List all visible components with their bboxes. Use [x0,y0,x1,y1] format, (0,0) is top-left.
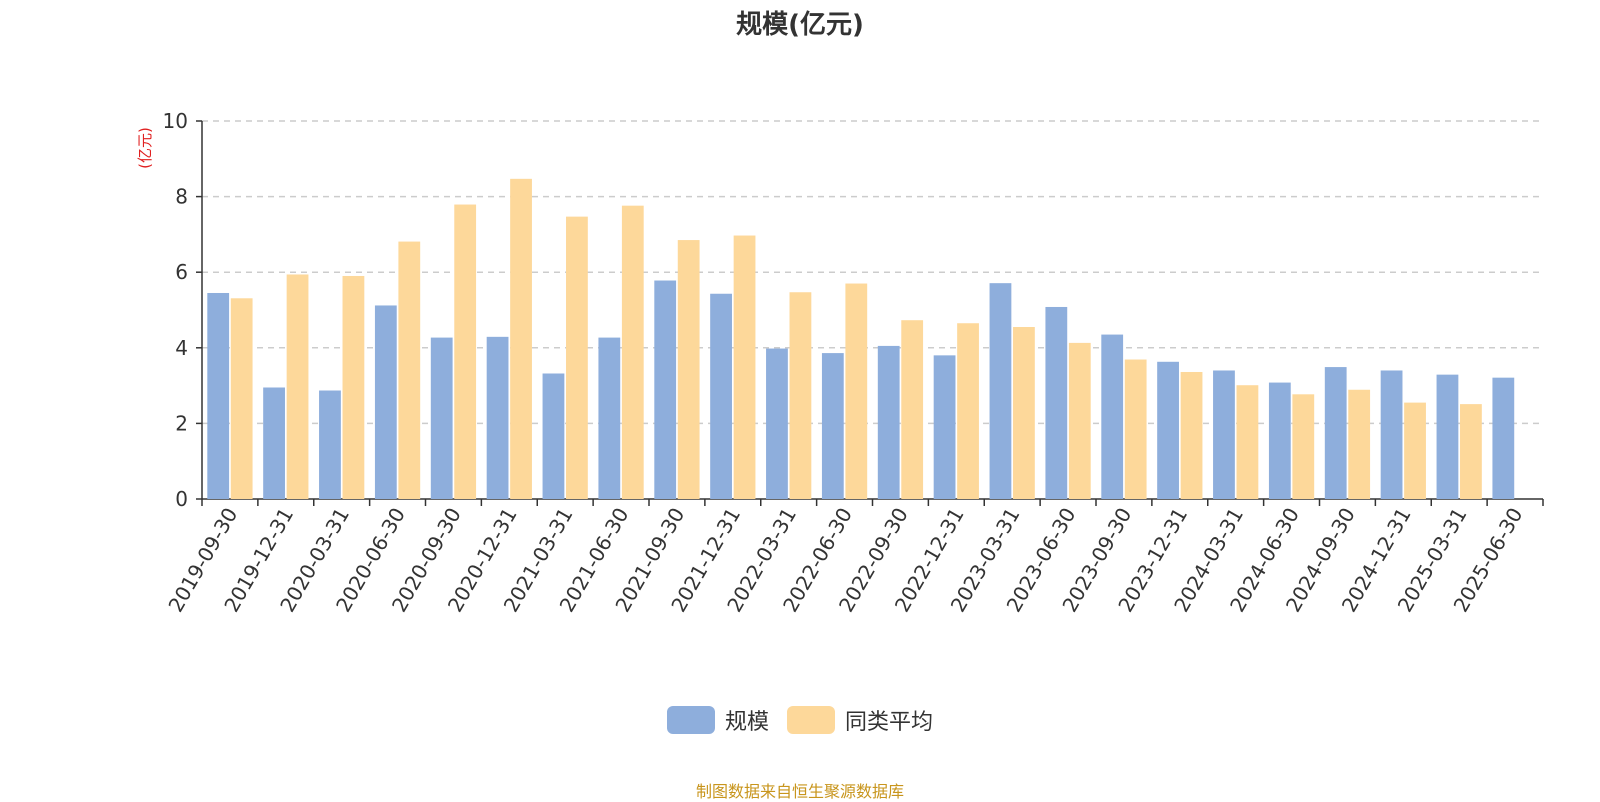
bar-series2 [901,320,924,499]
bar-series2 [1013,327,1035,499]
bar-series1 [1213,370,1235,499]
y-axis-label: (亿元) [136,127,154,169]
legend-label-series1: 规模 [724,710,769,735]
y-tick-label: 2 [175,411,188,435]
y-tick-label: 10 [163,109,188,133]
bar-series2 [1124,359,1147,499]
y-tick-label: 8 [175,185,188,209]
bar-series1 [1380,370,1403,499]
bar-series2 [845,283,868,499]
bar-series2 [1348,389,1371,499]
bar-series2 [1236,385,1259,499]
legend-swatch-series1 [666,706,715,734]
y-tick-label: 4 [175,336,188,360]
bar-series2 [342,275,365,499]
bar-series2 [621,205,644,499]
bar-series1 [766,348,788,499]
bar-series1 [933,355,956,499]
y-tick-label: 0 [175,487,188,511]
bar-chart: 0246810(亿元)2019-09-302019-12-312020-03-3… [136,109,1544,616]
bar-series1 [1324,367,1347,499]
bar-series1 [1101,334,1124,499]
bar-series2 [677,240,700,499]
bar-series2 [230,298,253,499]
bar-series2 [510,178,532,500]
bar-series1 [598,337,621,499]
bar-series1 [542,373,565,499]
bar-series1 [1045,306,1068,499]
bar-series2 [1460,404,1482,499]
bar-series2 [398,241,421,499]
bar-series1 [1268,382,1291,499]
bar-series2 [1068,342,1091,499]
bar-series2 [286,274,309,499]
bar-series2 [566,216,588,499]
bar-series1 [430,337,453,499]
bar-series2 [733,235,756,499]
legend-item-series1[interactable]: 规模 [666,704,769,736]
bar-series1 [1436,374,1459,499]
chart-title: 规模(亿元) [736,10,864,40]
bar-series1 [710,293,732,499]
bar-series2 [1292,394,1315,499]
bar-series1 [1492,377,1515,499]
legend-label-series2: 同类平均 [845,710,934,735]
bar-series2 [789,292,812,499]
bar-series1 [989,283,1012,499]
bar-series1 [263,387,285,499]
bar-series2 [1180,371,1203,499]
bar-series1 [654,280,677,499]
bar-series1 [486,336,509,499]
legend-item-series2[interactable]: 同类平均 [787,704,933,736]
bar-series1 [821,353,844,499]
bar-series2 [957,323,979,499]
legend: 规模 同类平均 [0,704,1600,736]
bar-series2 [454,204,477,499]
bar-series1 [374,305,397,499]
bar-series1 [877,345,900,499]
bar-series1 [1157,361,1179,499]
bar-series2 [1404,402,1426,499]
bar-series1 [319,390,341,499]
legend-swatch-series2 [787,706,835,734]
source-note: 制图数据来自恒生聚源数据库 [695,782,904,801]
y-tick-label: 6 [175,260,188,284]
bar-series1 [207,292,230,499]
